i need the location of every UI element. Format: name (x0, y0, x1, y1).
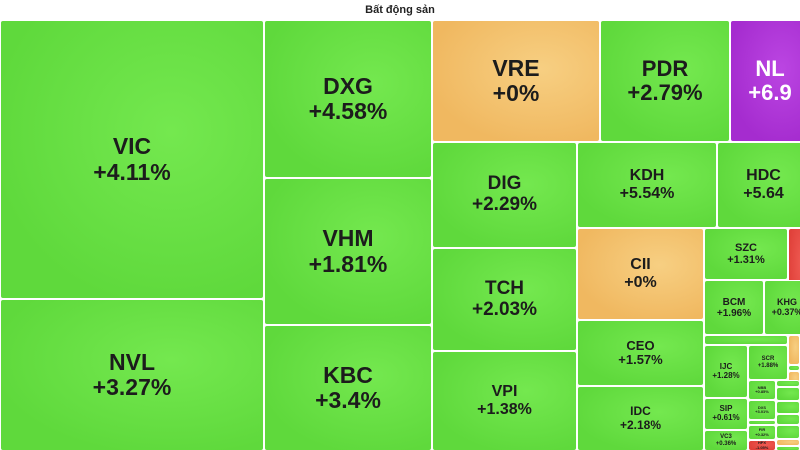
tile-ticker: SCR (761, 355, 775, 362)
treemap-tile-nbb[interactable]: NBB +0.85% (748, 380, 776, 400)
tile-ticker: BCM (722, 296, 746, 308)
tile-change: +4.58% (308, 98, 388, 124)
treemap-tile-hdc[interactable]: HDC +5.64 (717, 142, 800, 228)
tile-change: +1.88% (757, 362, 779, 369)
treemap-tile-nl[interactable]: NL +6.9 (730, 20, 800, 142)
tile-change: +0.32% (755, 431, 769, 437)
treemap-tile-vpi[interactable]: VPI +1.38% (432, 351, 577, 450)
treemap-tile[interactable] (788, 335, 800, 365)
tile-ticker: NL (755, 55, 785, 81)
tile-change: +1.57% (618, 352, 663, 367)
tile-change: +3.27% (92, 374, 172, 400)
treemap-tile-pdr[interactable]: PDR +2.79% (600, 20, 730, 142)
tile-change: +2.18% (619, 417, 662, 432)
treemap-tile-dxg[interactable]: DXG +4.58% (264, 20, 432, 178)
treemap-tile-kdh[interactable]: KDH +5.54% (577, 142, 717, 228)
tile-ticker: DIG (487, 173, 522, 195)
tile-change: +1.96% (716, 307, 752, 319)
tile-change: +1.28% (712, 370, 740, 380)
tile-ticker: KBC (323, 361, 373, 388)
tile-change: +2.79% (627, 80, 703, 105)
tile-ticker: IDC (630, 404, 651, 419)
treemap: VIC +4.11% NVL +3.27% DXG +4.58% VHM +1.81% KBC +… (0, 20, 800, 450)
treemap-tile-idc[interactable]: IDC +2.18% (577, 386, 704, 450)
tile-change: +0% (624, 274, 657, 291)
tile-change: +2.03% (472, 298, 537, 320)
tile-change: +5.64 (743, 185, 784, 202)
tile-ticker: VRE (492, 54, 540, 81)
tile-ticker: CEO (626, 337, 655, 353)
tile-change: +1.38% (477, 401, 532, 418)
treemap-tile-fir[interactable]: FIR +0.32% (748, 425, 776, 440)
tile-ticker: IJC (719, 361, 733, 371)
treemap-tile[interactable] (776, 401, 800, 414)
tile-ticker: KHG (777, 296, 797, 307)
tile-change: +0.36% (715, 440, 737, 447)
treemap-tile-ceo[interactable]: CEO +1.57% (577, 320, 704, 386)
treemap-tile[interactable] (704, 335, 788, 345)
tile-ticker: KDH (629, 167, 665, 185)
tile-ticker: HDC (746, 167, 781, 185)
treemap-tile-tch[interactable]: TCH +2.03% (432, 248, 577, 351)
treemap-tile-dig[interactable]: DIG +2.29% (432, 142, 577, 248)
treemap-tile-vc3[interactable]: VC3 +0.36% (704, 430, 748, 450)
tile-change: +0% (492, 80, 540, 106)
tile-ticker: DXG (323, 72, 373, 99)
treemap-tile-vhm[interactable]: VHM +1.81% (264, 178, 432, 325)
treemap-tile[interactable] (776, 387, 800, 401)
tile-change: +1.81% (308, 250, 388, 277)
treemap-tile-sip[interactable]: SIP +0.61% (704, 398, 748, 430)
tile-change: +3.4% (315, 387, 381, 413)
tile-change: -1.05% (755, 444, 769, 450)
treemap-tile[interactable] (776, 414, 800, 425)
tile-ticker: DXS (757, 404, 767, 410)
treemap-tile-hpx[interactable]: HPX -1.05% (748, 440, 776, 450)
treemap-tile[interactable] (776, 425, 800, 439)
treemap-tile[interactable] (776, 446, 800, 450)
tile-change: +1.31% (727, 254, 765, 266)
tile-change: +2.29% (472, 194, 537, 215)
treemap-tile-bcm[interactable]: BCM +1.96% (704, 280, 764, 335)
treemap-tile[interactable] (748, 420, 776, 425)
treemap-tile-dxs[interactable]: DXS +3.01% (748, 400, 776, 420)
treemap-tile-szc[interactable]: SZC +1.31% (704, 228, 788, 280)
treemap-tile[interactable] (776, 380, 800, 387)
tile-ticker: NBB (757, 384, 767, 390)
tile-change: +0.37% (771, 306, 800, 317)
chart-title: Bất động sản (365, 4, 435, 16)
tile-ticker: NVL (109, 348, 155, 375)
treemap-tile-vre[interactable]: VRE +0% (432, 20, 600, 142)
tile-ticker: TCH (484, 277, 525, 299)
tile-ticker: VPI (491, 383, 518, 401)
tile-ticker: SZC (735, 241, 757, 254)
tile-change: +0.61% (712, 413, 740, 422)
tile-ticker: PDR (641, 55, 689, 81)
tile-ticker: FIR (758, 427, 766, 433)
tile-ticker: SIP (719, 404, 733, 414)
tile-ticker: CII (630, 256, 651, 274)
treemap-tile[interactable] (776, 439, 800, 446)
tile-change: +3.01% (755, 409, 769, 414)
treemap-tile-khg[interactable]: KHG +0.37% (764, 280, 800, 335)
treemap-tile-vic[interactable]: VIC +4.11% (0, 20, 264, 299)
tile-ticker: HPX (757, 440, 767, 446)
tile-change: +0.85% (755, 389, 769, 394)
tile-change: +4.11% (93, 158, 171, 185)
tile-change: +5.54% (619, 185, 675, 202)
treemap-tile-kbc[interactable]: KBC +3.4% (264, 325, 432, 450)
tile-ticker: VHM (322, 225, 374, 252)
tile-ticker: VC3 (720, 433, 732, 440)
treemap-tile-ijc[interactable]: IJC +1.28% (704, 345, 748, 398)
treemap-tile-scr[interactable]: SCR +1.88% (748, 345, 788, 380)
treemap-tile-nvl[interactable]: NVL +3.27% (0, 299, 264, 450)
tile-change: +6.9 (748, 80, 792, 105)
tile-ticker: VIC (112, 133, 152, 160)
treemap-tile-cii[interactable]: CII +0% (577, 228, 704, 320)
